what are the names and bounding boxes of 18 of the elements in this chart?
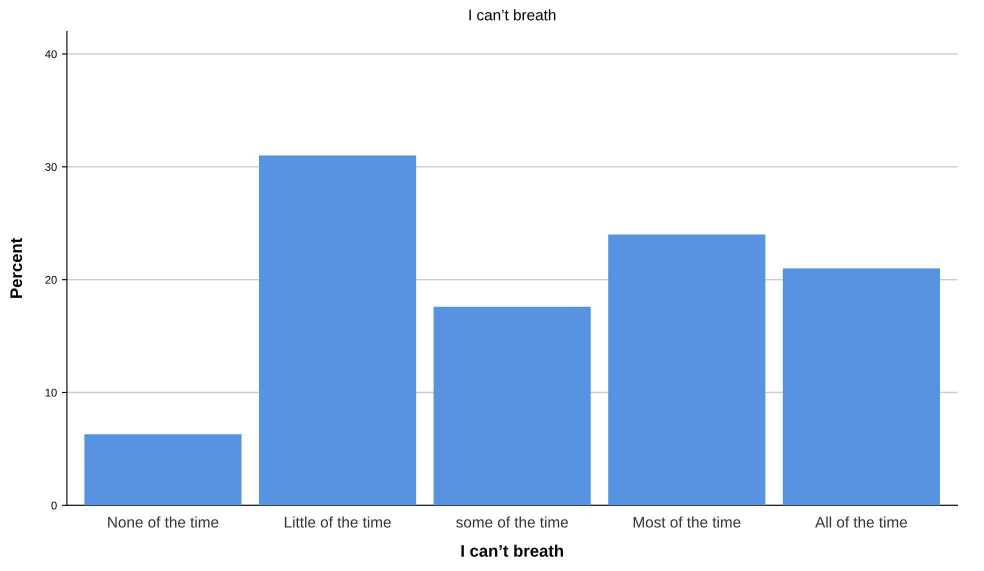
bar [258, 156, 416, 506]
x-tick-label: Most of the time [634, 516, 740, 528]
x-tick-label: Little of the time [284, 516, 391, 528]
y-axis-title: Percent [10, 238, 22, 298]
x-tick-label: some of the time [456, 516, 568, 528]
y-tick-label: 30 [45, 163, 57, 171]
bar [434, 306, 591, 506]
bar [608, 234, 766, 506]
x-tick-label: None of the time [108, 516, 218, 528]
y-tick-label: 10 [46, 388, 57, 397]
y-tick-label: 20 [45, 276, 57, 284]
x-axis-title: I can’t breath [461, 544, 564, 557]
y-tick-label: 0 [51, 502, 57, 510]
y-tick-label: 40 [45, 50, 57, 58]
bar [84, 434, 242, 506]
chart-title: I can’t breath [469, 9, 556, 20]
bar [782, 268, 940, 506]
x-tick-label: All of the time [815, 516, 907, 528]
